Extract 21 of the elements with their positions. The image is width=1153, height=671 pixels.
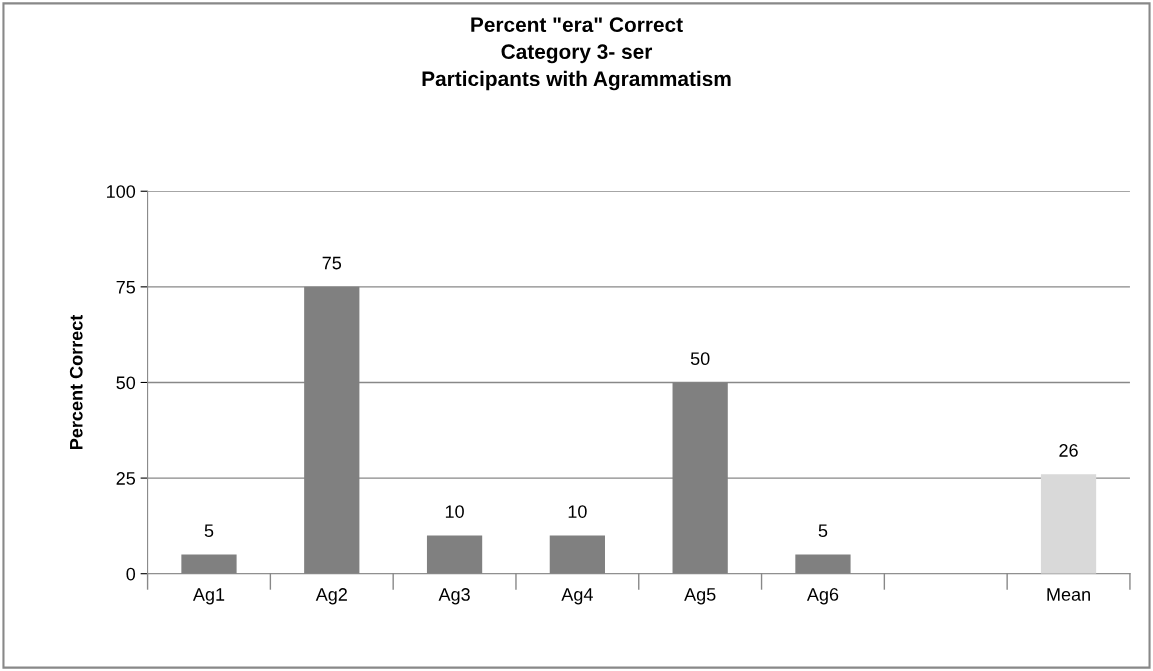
y-tick-label: 50: [116, 376, 136, 390]
x-tick-label: Mean: [1047, 588, 1090, 601]
y-tick-label: 100: [107, 185, 136, 198]
y-tick-label: 75: [116, 280, 136, 294]
y-tick-label: 25: [116, 472, 136, 485]
x-tick-label: Ag2: [315, 588, 347, 605]
data-label: 10: [445, 505, 464, 518]
x-tick-label: Ag6: [806, 588, 839, 605]
x-tick-label: Ag4: [561, 588, 593, 605]
data-label: 5: [204, 524, 214, 538]
chart-title: Percent "era" Correct Category 3- ser Participants with Agrammatism: [422, 17, 731, 91]
x-tick-label: Ag1: [192, 588, 225, 605]
y-axis-title: Percent Correct: [69, 314, 83, 449]
data-label: 75: [322, 256, 342, 270]
data-label: 50: [690, 352, 710, 366]
data-label: 10: [568, 505, 587, 518]
x-tick-label: Ag5: [684, 588, 716, 605]
x-tick-label: Ag3: [438, 588, 470, 605]
data-label: 26: [1059, 444, 1078, 457]
y-tick-label: 0: [126, 567, 136, 581]
data-label: 5: [818, 524, 828, 538]
